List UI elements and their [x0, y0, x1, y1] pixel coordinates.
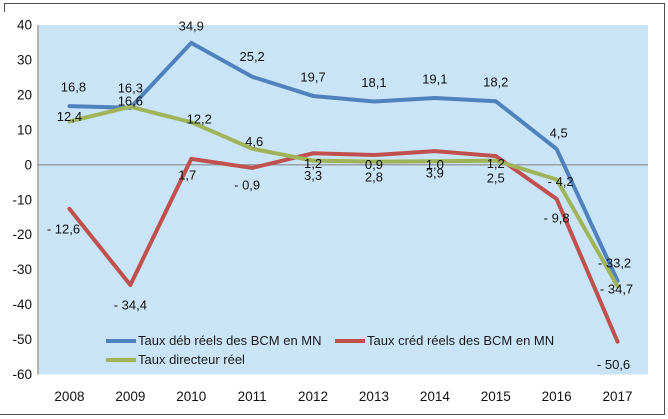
data-label-taux-directeur-2011: 4,6 — [245, 134, 263, 149]
data-label-taux-cred-reels-2016: - 9,8 — [544, 211, 570, 226]
data-label-taux-deb-reels-2012: 19,7 — [300, 69, 325, 84]
y-axis-tick-label: -20 — [12, 227, 32, 242]
data-label-taux-deb-reels-2014: 19,1 — [422, 72, 447, 87]
legend-swatch-blue-line — [106, 339, 136, 343]
y-axis-tick-label: 10 — [17, 122, 32, 137]
data-label-taux-cred-reels-2011: - 0,9 — [234, 177, 260, 192]
data-label-taux-deb-reels-2013: 18,1 — [361, 75, 386, 90]
data-label-taux-directeur-2016: - 4,2 — [548, 174, 574, 189]
data-label-taux-cred-reels-2015: 2,5 — [487, 171, 505, 186]
x-axis-tick-label: 2012 — [298, 389, 328, 404]
data-label-taux-deb-reels-2015: 18,2 — [483, 75, 508, 90]
x-axis-tick-label: 2016 — [542, 389, 572, 404]
frame-border-left — [4, 3, 5, 12]
x-axis-tick-label: 2009 — [115, 389, 145, 404]
legend-item-taux-directeur[interactable]: Taux directeur réel — [106, 353, 245, 367]
y-axis-tick-label: -10 — [12, 192, 32, 207]
data-label-taux-deb-reels-2009: 16,3 — [118, 80, 143, 95]
x-axis-tick-label: 2015 — [481, 389, 511, 404]
data-label-taux-cred-reels-2017: - 50,6 — [597, 357, 630, 372]
legend-label-taux-directeur: Taux directeur réel — [138, 352, 245, 367]
frame-border-bottom — [0, 414, 665, 415]
x-axis-tick-label: 2013 — [359, 389, 389, 404]
x-axis-tick-label: 2011 — [238, 389, 267, 404]
frame-border-right — [664, 3, 665, 415]
y-axis-tick-label: 40 — [17, 18, 32, 33]
y-axis-tick-label: 20 — [17, 87, 32, 102]
y-axis-tick-label: 30 — [17, 52, 32, 67]
legend-label-taux-cred-reels: Taux créd réels des BCM en MN — [367, 333, 555, 348]
legend-swatch-green-line — [106, 358, 136, 362]
legend-item-taux-cred-reels[interactable]: Taux créd réels des BCM en MN — [335, 334, 554, 348]
y-axis-tick-label: -40 — [12, 297, 32, 312]
y-axis-tick-label: -60 — [12, 367, 32, 382]
data-label-taux-directeur-2015: 1,2 — [487, 156, 505, 171]
y-axis-tick-label: -50 — [12, 332, 32, 347]
data-label-taux-cred-reels-2008: - 12,6 — [47, 221, 80, 236]
data-label-taux-directeur-2008: 12,4 — [57, 109, 82, 124]
x-axis-tick-label: 2008 — [54, 389, 84, 404]
data-label-taux-cred-reels-2010: 1,7 — [178, 167, 196, 182]
data-label-taux-directeur-2012: 1,2 — [304, 156, 322, 171]
data-label-taux-deb-reels-2016: 4,5 — [550, 126, 568, 141]
series-line-taux-cred-reels — [67, 149, 620, 344]
series-line-taux-deb-reels — [67, 40, 620, 283]
legend-label-taux-deb-reels: Taux déb réels des BCM en MN — [138, 333, 322, 348]
plot-area — [39, 25, 648, 375]
x-axis-tick-label: 2017 — [603, 389, 633, 404]
frame-border-top — [4, 3, 665, 4]
data-label-taux-directeur-2014: 1,0 — [426, 157, 444, 172]
x-axis-tick-label: 2014 — [420, 389, 451, 404]
data-label-taux-directeur-2013: 0,9 — [365, 157, 383, 172]
data-label-taux-cred-reels-2014: 3,9 — [426, 166, 444, 181]
data-label-taux-directeur-2009: 16,6 — [118, 93, 143, 108]
data-label-taux-cred-reels-2013: 2,8 — [365, 170, 383, 185]
legend-swatch-red-line — [335, 339, 365, 343]
data-label-taux-deb-reels-2008: 16,8 — [61, 80, 86, 95]
data-label-taux-deb-reels-2017: - 33,2 — [598, 255, 631, 270]
y-axis-tick-label: -30 — [12, 262, 32, 277]
data-label-taux-directeur-2010: 12,2 — [187, 112, 212, 127]
series-line-taux-directeur — [67, 104, 620, 289]
data-label-taux-cred-reels-2012: 3,3 — [304, 168, 322, 183]
data-label-taux-cred-reels-2009: - 34,4 — [114, 298, 147, 313]
x-axis-tick-label: 2010 — [176, 389, 206, 404]
data-label-taux-deb-reels-2010: 34,9 — [179, 18, 204, 33]
y-axis-tick-label: 0 — [24, 157, 32, 172]
data-label-taux-deb-reels-2011: 25,2 — [239, 49, 264, 64]
data-label-taux-directeur-2017: - 34,7 — [600, 282, 633, 297]
legend-item-taux-deb-reels[interactable]: Taux déb réels des BCM en MN — [106, 334, 322, 348]
